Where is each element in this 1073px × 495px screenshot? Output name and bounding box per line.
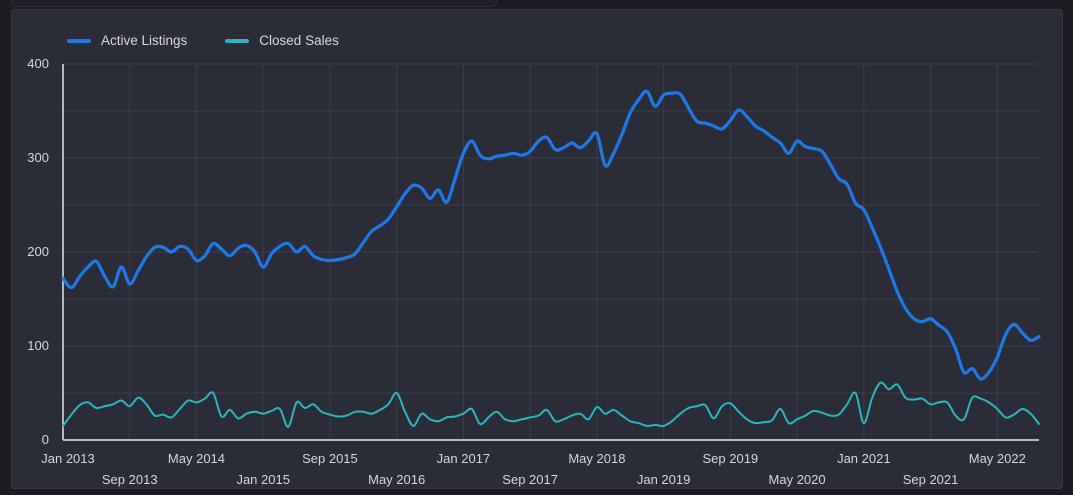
x-tick-label: May 2020: [768, 472, 826, 487]
x-tick-label: May 2014: [167, 451, 226, 466]
chart-legend: Active Listings Closed Sales: [67, 34, 339, 48]
y-tick-label: 400: [27, 56, 49, 71]
y-tick-label: 100: [27, 338, 49, 353]
x-tick-label: May 2016: [368, 472, 426, 487]
y-tick-label: 200: [27, 244, 49, 259]
series-line-active-listings: [61, 89, 1041, 381]
legend-label-closed-sales: Closed Sales: [259, 33, 339, 48]
x-tick-label: Jan 2013: [41, 451, 95, 466]
x-tick-label: Jan 2017: [436, 451, 491, 466]
y-tick-label: 0: [41, 432, 49, 447]
chart-canvas[interactable]: [12, 10, 1064, 490]
x-tick-label: Jan 2015: [236, 472, 290, 487]
closed-sales-line-swatch-icon: [225, 38, 250, 43]
x-tick-label: Jan 2019: [636, 472, 691, 487]
x-tick-label: Sep 2021: [902, 472, 959, 487]
active-listings-line-swatch-icon: [67, 38, 91, 43]
legend-label-active-listings: Active Listings: [101, 33, 188, 48]
x-tick-label: Sep 2013: [101, 472, 158, 487]
x-tick-label: May 2018: [568, 451, 626, 466]
x-tick-label: Sep 2017: [502, 472, 558, 487]
x-tick-label: May 2022: [968, 451, 1026, 466]
x-tick-label: Jan 2021: [837, 451, 891, 466]
legend-item-active-listings[interactable]: Active Listings: [67, 34, 187, 48]
series-line-closed-sales: [62, 381, 1040, 428]
y-tick-label: 300: [27, 150, 49, 165]
chart-panel: Active Listings Closed Sales 0 100 200 300 4…: [11, 9, 1063, 489]
legend-item-closed-sales[interactable]: Closed Sales: [225, 34, 339, 48]
x-tick-label: Sep 2015: [302, 451, 358, 466]
x-tick-label: Sep 2019: [702, 451, 759, 466]
collapsed-panel-above-edge: [11, 0, 497, 7]
